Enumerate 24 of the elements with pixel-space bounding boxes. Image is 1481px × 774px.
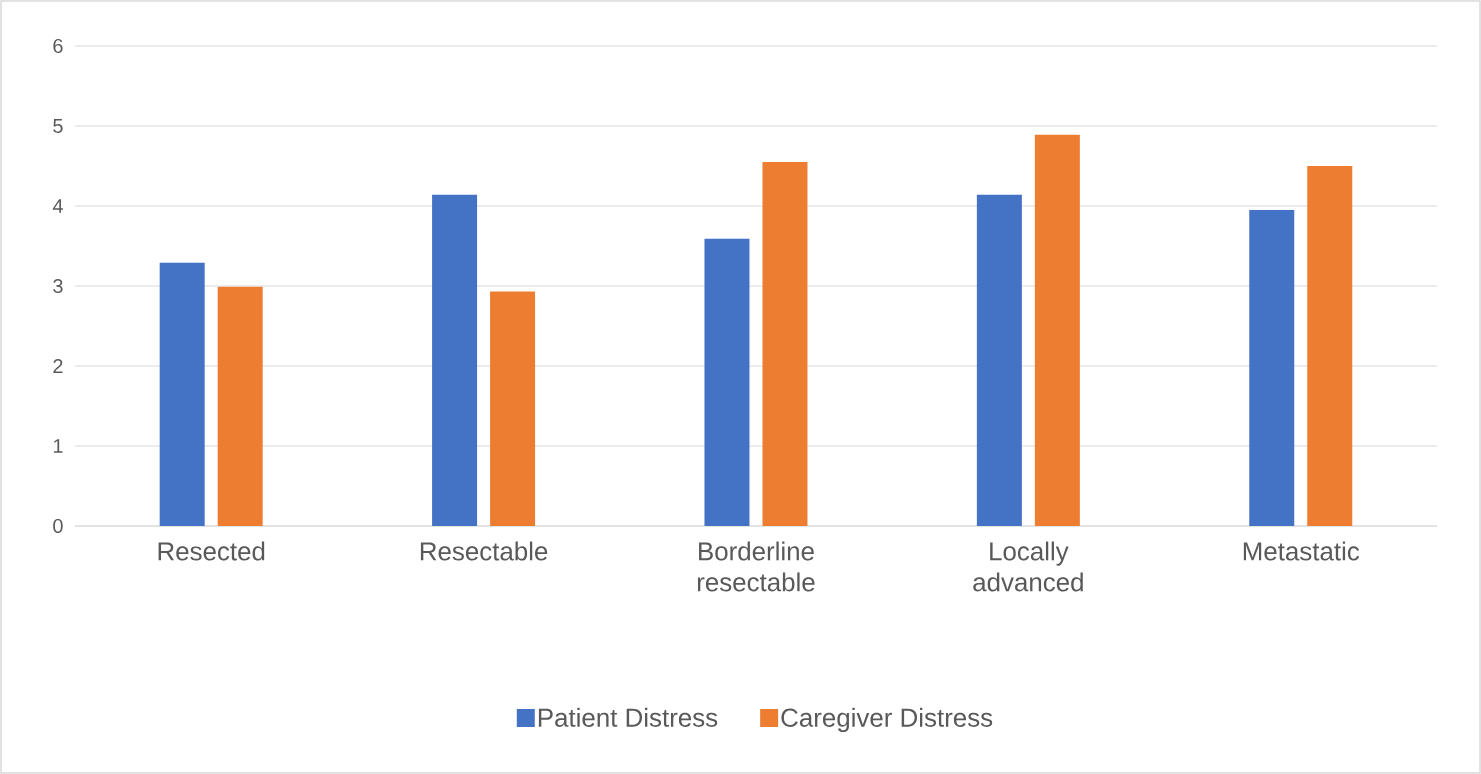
y-tick-label: 3: [53, 278, 63, 294]
bar: [762, 162, 808, 526]
x-tick-label: Resected: [158, 541, 265, 561]
bar: [1307, 166, 1353, 526]
x-tick-label: Resectable: [420, 541, 548, 561]
y-tick-label: 2: [53, 359, 63, 373]
y-tick-label: 6: [53, 38, 63, 54]
legend-label: Patient Distress: [538, 707, 718, 727]
x-tick-label: Borderline resectable: [697, 541, 815, 592]
y-tick-label: 4: [52, 199, 63, 213]
y-tick-label: 5: [53, 119, 63, 133]
legend-label: Caregiver Distress: [781, 707, 993, 733]
bar: [1034, 134, 1080, 526]
bar: [159, 262, 205, 526]
x-tick-label: Metastatic: [1243, 541, 1360, 561]
y-tick-label: 0: [53, 518, 63, 534]
bar: [704, 238, 750, 526]
x-tick-label: Locally advanced: [973, 541, 1083, 592]
y-tick-label: 1: [53, 439, 63, 453]
bar: [217, 286, 263, 526]
bar: [976, 194, 1022, 526]
bar: [490, 291, 536, 526]
bar: [1249, 210, 1295, 526]
bar: [432, 194, 478, 526]
